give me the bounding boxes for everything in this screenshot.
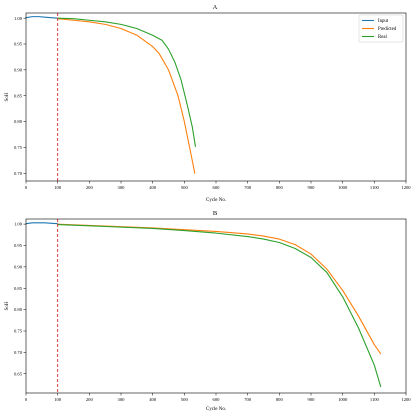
x-tick-label: 1100 xyxy=(370,397,380,402)
series-line-real xyxy=(57,17,196,147)
x-tick-label: 900 xyxy=(308,397,316,402)
series-line-real xyxy=(57,224,382,388)
x-tick-label: 700 xyxy=(244,397,252,402)
x-tick-label: 200 xyxy=(86,397,94,402)
series-line-predicted xyxy=(57,18,196,174)
y-tick-label: 0.75 xyxy=(14,145,23,150)
legend-label-input: Input xyxy=(378,19,389,24)
x-tick-label: 200 xyxy=(86,185,94,190)
x-tick-label: 700 xyxy=(244,185,252,190)
y-tick-label: 1.00 xyxy=(14,222,23,227)
x-tick-label: 800 xyxy=(276,185,284,190)
x-tick-label: 800 xyxy=(276,397,284,402)
y-tick-label: 0.90 xyxy=(14,264,23,269)
x-tick-label: 400 xyxy=(149,397,157,402)
x-tick-label: 1000 xyxy=(338,397,348,402)
chart-title: B xyxy=(213,210,218,217)
y-axis-label: SoH xyxy=(5,301,10,310)
x-tick-label: 400 xyxy=(149,185,157,190)
legend-label-predicted: Predicted xyxy=(378,27,397,32)
y-tick-label: 0.80 xyxy=(14,119,23,124)
plot-frame xyxy=(25,12,407,182)
x-tick-label: 300 xyxy=(118,397,126,402)
y-tick-label: 0.95 xyxy=(14,42,23,47)
y-tick-label: 0.85 xyxy=(14,286,23,291)
series-line-predicted xyxy=(57,223,382,355)
x-tick-label: 1100 xyxy=(370,185,380,190)
legend-label-real: Real xyxy=(378,35,387,40)
x-tick-label: 600 xyxy=(213,185,221,190)
chart-title: A xyxy=(213,4,218,11)
y-tick-label: 0.95 xyxy=(14,243,23,248)
x-axis-label: Cycle No. xyxy=(206,198,226,203)
plot-frame xyxy=(25,218,407,394)
x-tick-label: 500 xyxy=(181,397,189,402)
legend: Input Predicted Real xyxy=(358,14,404,43)
x-tick-label: 1200 xyxy=(401,185,411,190)
series-line-input xyxy=(25,222,59,225)
y-tick-label: 0.75 xyxy=(14,329,23,334)
x-tick-label: 600 xyxy=(213,397,221,402)
x-tick-label: 1200 xyxy=(401,397,411,402)
x-tick-label: 0 xyxy=(25,397,28,402)
y-tick-label: 0.65 xyxy=(14,371,23,376)
x-tick-label: 1000 xyxy=(338,185,348,190)
panel-b: B 0 100 200 300 400 500 600 700 800 900 1000 1100 12… xyxy=(5,210,411,412)
y-tick-label: 0.70 xyxy=(14,171,23,176)
panel-a: A 0 100 200 300 400 500 600 700 800 900 1000 1100 12… xyxy=(5,4,411,203)
y-tick-label: 0.70 xyxy=(14,350,23,355)
series-line-input xyxy=(25,16,59,19)
y-tick-label: 0.80 xyxy=(14,307,23,312)
x-tick-label: 100 xyxy=(54,185,62,190)
x-axis-label: Cycle No. xyxy=(206,407,226,412)
x-tick-label: 100 xyxy=(54,397,62,402)
x-tick-label: 0 xyxy=(25,185,28,190)
y-tick-label: 1.00 xyxy=(14,16,23,21)
x-tick-label: 900 xyxy=(308,185,316,190)
y-axis-label: SoH xyxy=(5,92,10,101)
x-tick-label: 300 xyxy=(118,185,126,190)
legend-box xyxy=(358,14,404,43)
x-tick-label: 500 xyxy=(181,185,189,190)
y-tick-label: 0.90 xyxy=(14,67,23,72)
y-tick-label: 0.85 xyxy=(14,93,23,98)
